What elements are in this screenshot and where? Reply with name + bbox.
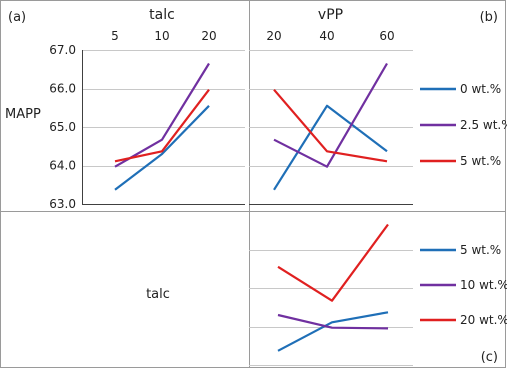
x-tick-label: 20 [201,29,216,43]
legend-label: 5 wt.% [460,154,501,168]
y-tick-label: 64.0 [49,159,76,173]
row-label-talc: talc [146,287,170,302]
series-line [273,88,388,163]
panel-title: vPP [318,7,343,23]
legend-label: 2.5 wt.% [460,118,507,132]
x-tick-label: 5 [111,29,119,43]
legend-label: 5 wt.% [460,243,501,257]
legend-label: 20 wt.% [460,313,507,327]
y-tick-label: 63.0 [49,197,76,211]
x-tick-label: 20 [266,29,281,43]
series-line [114,105,210,191]
series-line [114,89,210,163]
panel-b-chart: vPP 20 40 60 0 wt.% 2.5 wt.% 5 wt.% [249,7,507,205]
panel-label-b: (b) [480,10,498,25]
row-label-mapp: MAPP [5,107,41,122]
x-tick-label: 40 [319,29,334,43]
y-tick-label: 67.0 [49,43,76,57]
panel-a-chart: 63.0 64.0 65.0 66.0 67.0 talc 5 10 20 [49,7,245,211]
x-tick-label: 60 [379,29,394,43]
series-line [277,223,389,302]
legend-label: 10 wt.% [460,278,507,292]
y-tick-label: 65.0 [49,120,76,134]
y-tick-label: 66.0 [49,82,76,96]
x-tick-label: 10 [154,29,169,43]
panel-title: talc [149,7,175,23]
legend-label: 0 wt.% [460,82,501,96]
panel-label-a: (a) [8,10,26,25]
panel-label-c: (c) [481,350,498,365]
panel-c-chart: 5 wt.% 10 wt.% 20 wt.% [249,223,507,366]
